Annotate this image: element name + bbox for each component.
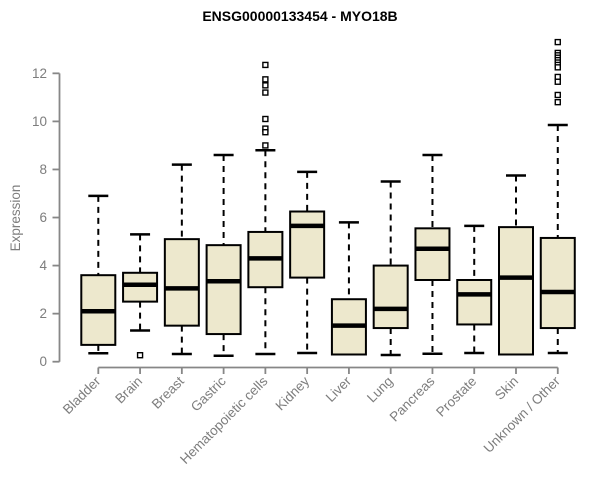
box-pancreas xyxy=(414,227,451,281)
box-kidney xyxy=(289,210,326,279)
x-tick-label-brain: Brain xyxy=(112,374,145,407)
x-tick-label-unknown-other: Unknown / Other xyxy=(481,373,564,456)
box-gastric xyxy=(205,244,242,336)
x-tick-label-breast: Breast xyxy=(149,373,187,411)
x-tick-label-prostate: Prostate xyxy=(433,374,479,420)
outlier-brain xyxy=(136,352,144,359)
outlier-hematopoietic-cells xyxy=(262,142,269,149)
x-tick-label-liver: Liver xyxy=(323,373,355,405)
outlier-hematopoietic-cells xyxy=(262,115,269,123)
x-tick-label-lung: Lung xyxy=(364,374,396,406)
y-tick-label-12: 12 xyxy=(32,66,47,81)
outlier-hematopoietic-cells xyxy=(262,89,269,96)
x-tick-label-pancreas: Pancreas xyxy=(387,373,438,424)
x-tick-label-kidney: Kidney xyxy=(272,373,312,413)
x-tick-label-skin: Skin xyxy=(492,374,521,403)
box-lung xyxy=(372,264,409,330)
outlier-unknown-other xyxy=(554,78,561,85)
y-tick-label-10: 10 xyxy=(32,114,47,129)
outlier-hematopoietic-cells xyxy=(262,76,269,83)
box-skin xyxy=(498,226,534,356)
outlier-hematopoietic-cells xyxy=(262,82,269,89)
outlier-hematopoietic-cells xyxy=(262,129,269,136)
outlier-hematopoietic-cells xyxy=(262,61,269,69)
outlier-unknown-other xyxy=(554,38,561,46)
x-tick-label-gastric: Gastric xyxy=(188,373,229,414)
y-tick-label-0: 0 xyxy=(39,354,47,369)
y-tick-label-4: 4 xyxy=(39,258,47,273)
outlier-unknown-other xyxy=(554,98,561,106)
box-prostate xyxy=(456,278,493,326)
box-unknown-other xyxy=(539,236,576,330)
y-tick-label-6: 6 xyxy=(39,210,47,225)
x-tick-label-bladder: Bladder xyxy=(60,373,104,417)
box-brain xyxy=(122,271,159,303)
outlier-unknown-other xyxy=(554,64,561,71)
y-tick-label-2: 2 xyxy=(39,306,47,321)
chart-title: ENSG00000133454 - MYO18B xyxy=(202,8,397,24)
y-tick-label-8: 8 xyxy=(39,162,47,177)
outlier-unknown-other xyxy=(554,91,561,99)
box-breast xyxy=(163,238,200,327)
y-axis-title: Expression xyxy=(8,185,23,252)
